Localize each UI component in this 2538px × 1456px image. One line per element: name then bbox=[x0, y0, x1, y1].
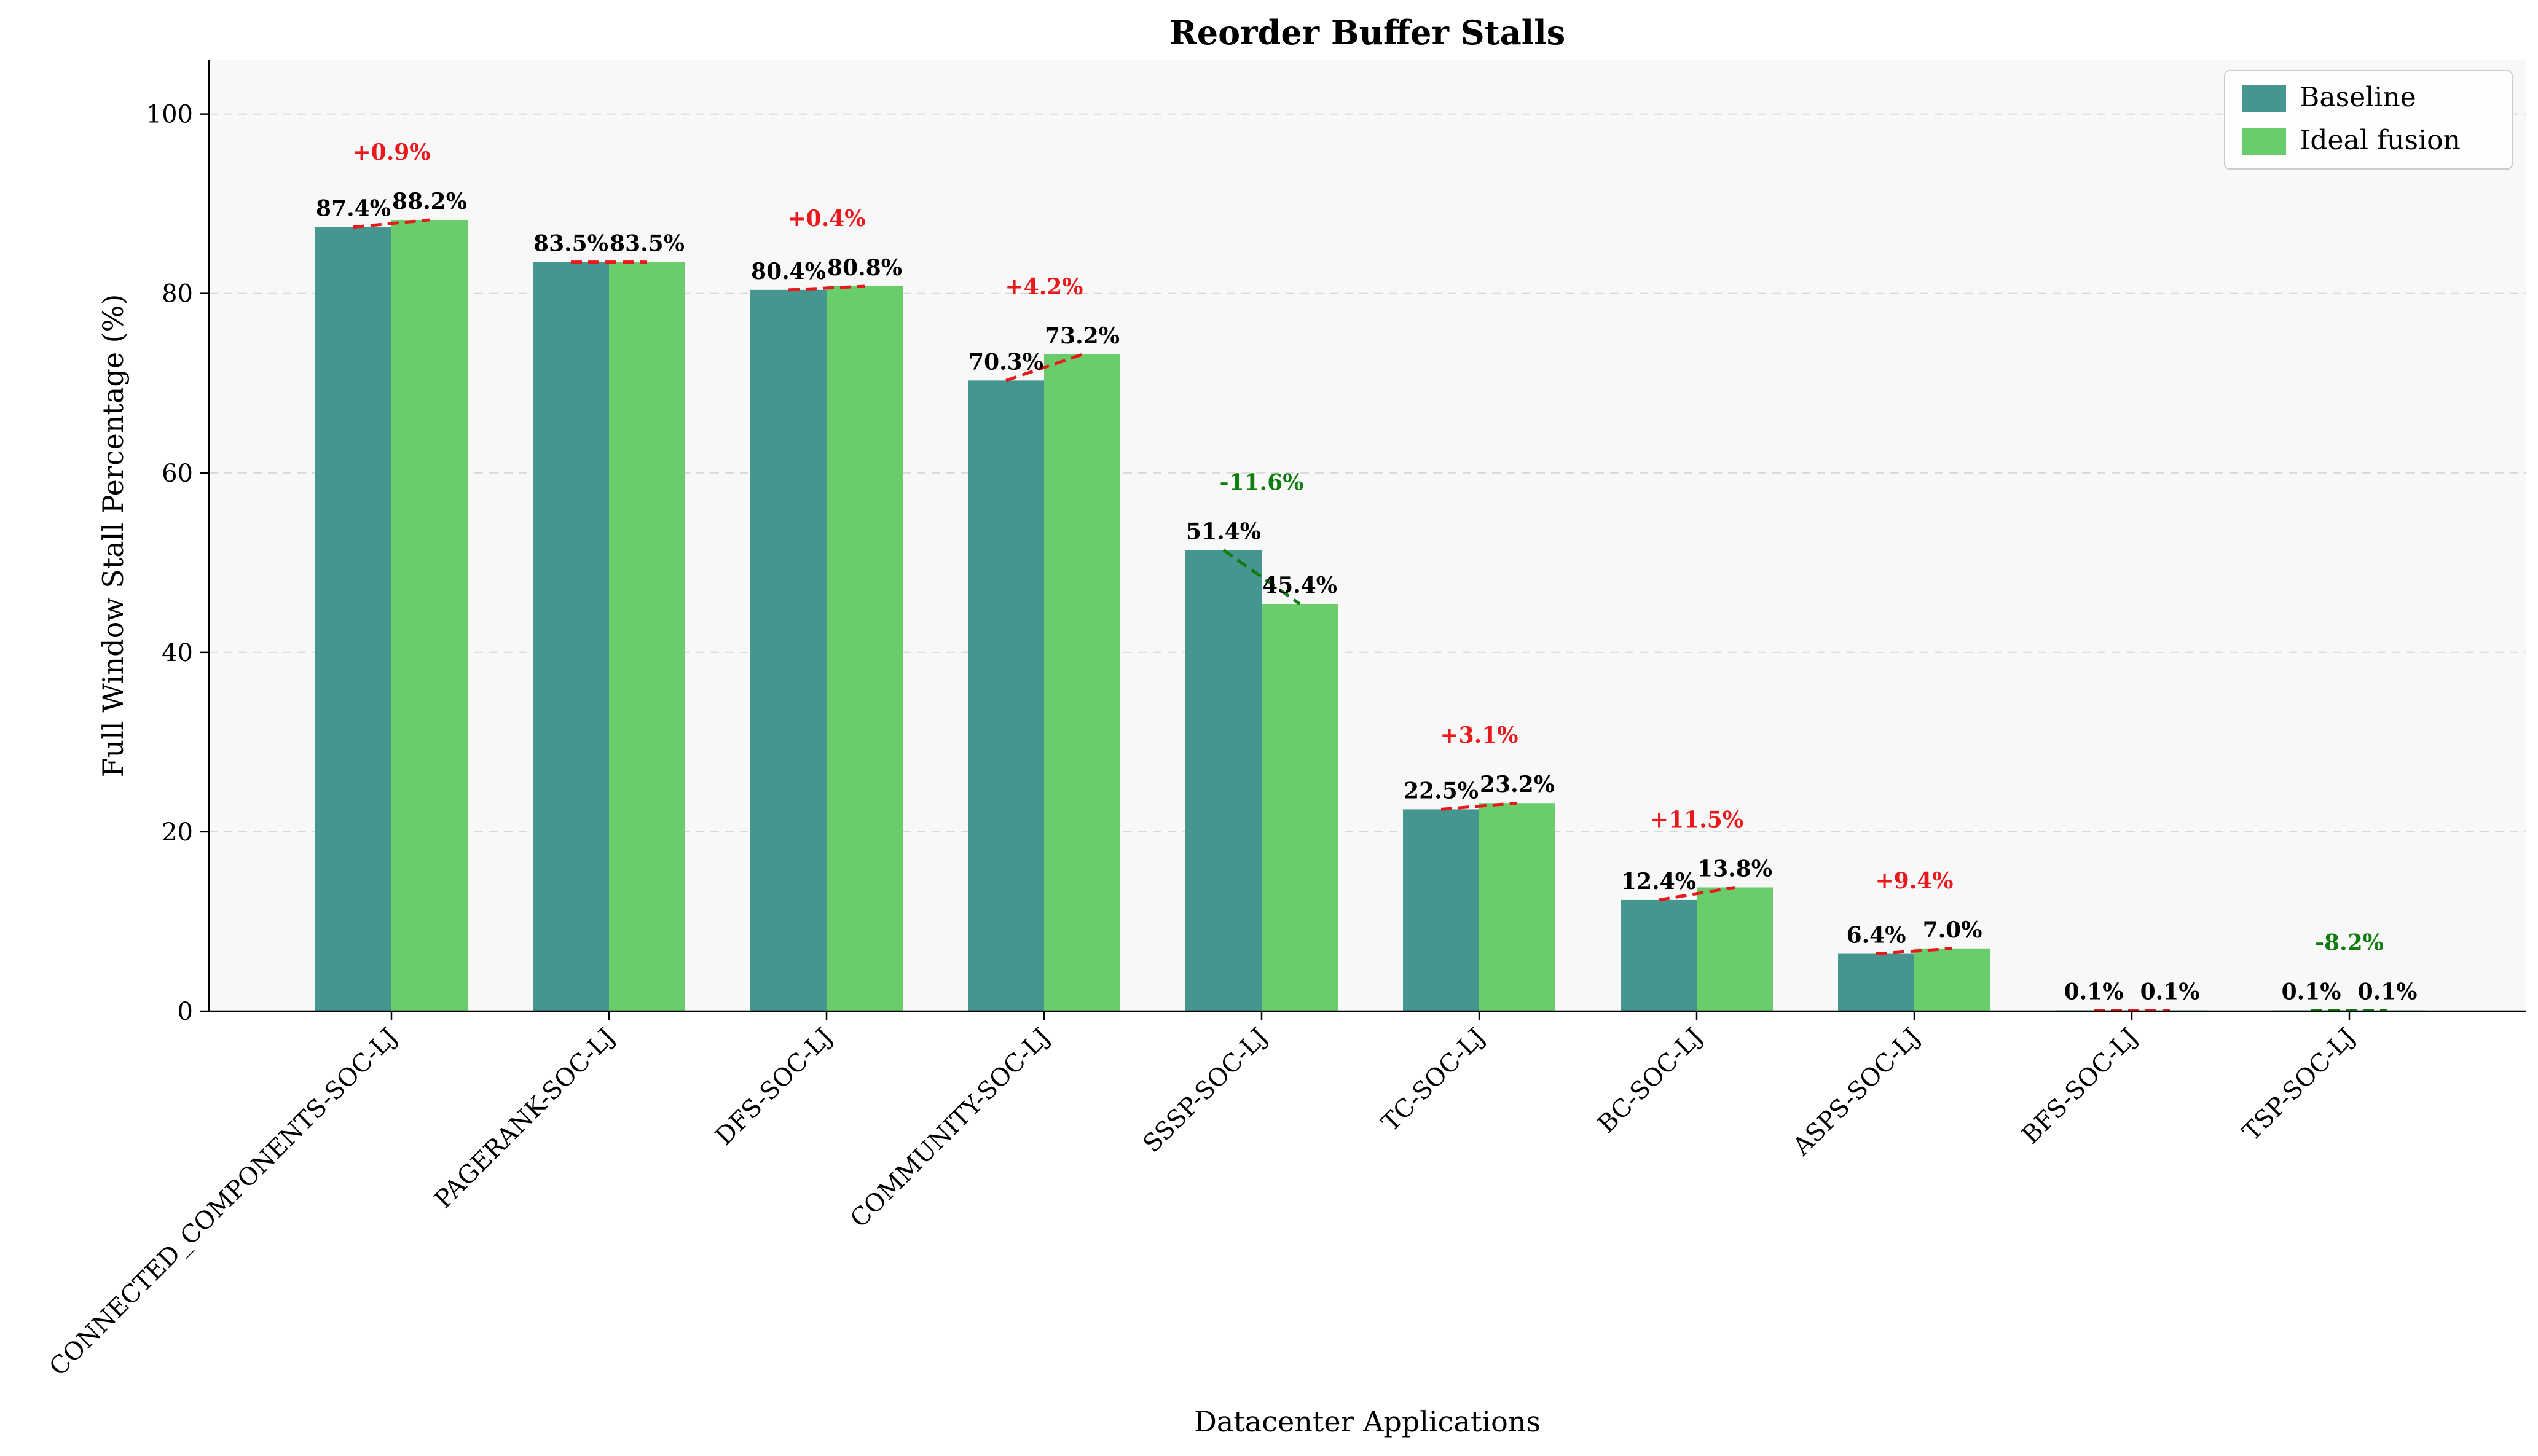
x-tick-label-0: CONNECTED_COMPONENTS-SOC-LJ bbox=[44, 1023, 403, 1382]
value-label-baseline-4: 51.4% bbox=[1186, 519, 1261, 544]
x-axis-ticks: CONNECTED_COMPONENTS-SOC-LJ PAGERANK-SOC-… bbox=[44, 1011, 2361, 1382]
value-labels: 87.4% 88.2% 83.5% 83.5% 80.4% 80.8% 70.3%73.2%… bbox=[316, 189, 2417, 1005]
bar-baseline-0 bbox=[315, 227, 391, 1012]
legend-swatch-ideal-fusion bbox=[2242, 128, 2286, 155]
x-tick-label-7: ASPS-SOC-LJ bbox=[1787, 1023, 1926, 1162]
y-tick-label-40: 40 bbox=[162, 639, 193, 667]
value-label-ideal-fusion-9: 0.1% bbox=[2358, 979, 2418, 1005]
change-label-6: +11.5% bbox=[1650, 807, 1743, 832]
x-tick-label-8: BFS-SOC-LJ bbox=[2016, 1023, 2143, 1150]
change-label-4: -11.6% bbox=[1220, 469, 1304, 495]
x-tick-label-3: COMMUNITY-SOC-LJ bbox=[845, 1023, 1056, 1234]
value-label-baseline-1: 83.5% bbox=[533, 231, 608, 257]
bar-ideal-fusion-4 bbox=[1262, 603, 1338, 1011]
value-label-ideal-fusion-1: 83.5% bbox=[610, 231, 685, 257]
connector-0 bbox=[353, 218, 430, 229]
connector-6 bbox=[1658, 886, 1735, 902]
bar-ideal-fusion-1 bbox=[609, 262, 685, 1011]
value-label-baseline-8: 0.1% bbox=[2064, 979, 2124, 1005]
change-label-9: -8.2% bbox=[2315, 930, 2384, 956]
value-label-baseline-9: 0.1% bbox=[2282, 979, 2341, 1005]
connector-5 bbox=[1440, 801, 1518, 811]
value-label-ideal-fusion-3: 73.2% bbox=[1045, 323, 1120, 349]
value-label-ideal-fusion-5: 23.2% bbox=[1480, 772, 1555, 797]
chart-title: Reorder Buffer Stalls bbox=[1169, 13, 1565, 52]
x-tick-label-9: TSP-SOC-LJ bbox=[2237, 1023, 2361, 1147]
connector-4 bbox=[1222, 549, 1301, 606]
y-axis-ticks: 0 20 40 60 80 100 bbox=[146, 101, 209, 1026]
legend-swatch-baseline bbox=[2242, 85, 2286, 112]
bar-baseline-7 bbox=[1838, 953, 1914, 1011]
bar-baseline-5 bbox=[1403, 809, 1479, 1011]
change-label-3: +4.2% bbox=[1005, 274, 1083, 300]
value-label-ideal-fusion-7: 7.0% bbox=[1923, 917, 1982, 943]
change-label-7: +9.4% bbox=[1875, 868, 1953, 894]
connector-3 bbox=[1005, 353, 1083, 382]
change-label-0: +0.9% bbox=[352, 139, 430, 165]
x-tick-label-4: SSSP-SOC-LJ bbox=[1137, 1023, 1273, 1159]
bar-baseline-6 bbox=[1621, 899, 1697, 1011]
value-label-ideal-fusion-0: 88.2% bbox=[392, 189, 467, 214]
change-labels: +0.9% +0.4% +4.2% -11.6% +3.1% +11.5% +9.4% -8.… bbox=[352, 139, 2383, 956]
change-label-5: +3.1% bbox=[1440, 722, 1518, 748]
legend-label-baseline: Baseline bbox=[2300, 82, 2416, 113]
x-tick-label-1: PAGERANK-SOC-LJ bbox=[429, 1023, 621, 1215]
value-label-ideal-fusion-2: 80.8% bbox=[827, 255, 902, 281]
bar-ideal-fusion-3 bbox=[1044, 354, 1120, 1011]
bar-baseline-1 bbox=[533, 262, 609, 1011]
bars bbox=[315, 219, 2426, 1012]
y-tick-label-100: 100 bbox=[146, 101, 193, 129]
bar-ideal-fusion-2 bbox=[827, 286, 903, 1011]
bar-ideal-fusion-6 bbox=[1697, 887, 1773, 1011]
bar-baseline-4 bbox=[1185, 550, 1262, 1011]
x-tick-label-2: DFS-SOC-LJ bbox=[710, 1023, 838, 1151]
value-label-baseline-0: 87.4% bbox=[316, 196, 391, 222]
y-tick-label-0: 0 bbox=[178, 998, 193, 1026]
change-connectors bbox=[353, 218, 2387, 1012]
x-axis-label: Datacenter Applications bbox=[1194, 1405, 1541, 1438]
bar-ideal-fusion-7 bbox=[1914, 948, 1990, 1011]
bar-ideal-fusion-0 bbox=[391, 219, 468, 1012]
legend-box bbox=[2224, 70, 2513, 170]
x-tick-label-6: BC-SOC-LJ bbox=[1592, 1023, 1708, 1139]
value-label-ideal-fusion-6: 13.8% bbox=[1697, 856, 1772, 882]
y-tick-label-60: 60 bbox=[162, 460, 193, 488]
legend-label-ideal-fusion: Ideal fusion bbox=[2300, 125, 2461, 156]
value-label-baseline-3: 70.3% bbox=[968, 349, 1043, 375]
connector-7 bbox=[1876, 947, 1953, 956]
value-label-baseline-7: 6.4% bbox=[1847, 923, 1906, 949]
y-tick-label-80: 80 bbox=[162, 280, 193, 308]
legend: Baseline Ideal fusion bbox=[2224, 70, 2513, 170]
value-label-baseline-6: 12.4% bbox=[1621, 869, 1696, 894]
bar-ideal-fusion-5 bbox=[1479, 803, 1555, 1011]
value-label-baseline-2: 80.4% bbox=[751, 259, 826, 284]
x-tick-label-5: TC-SOC-LJ bbox=[1377, 1023, 1491, 1137]
y-axis-label: Full Window Stall Percentage (%) bbox=[96, 294, 130, 778]
y-tick-label-20: 20 bbox=[162, 818, 193, 847]
value-label-ideal-fusion-4: 45.4% bbox=[1262, 573, 1337, 598]
value-label-ideal-fusion-8: 0.1% bbox=[2140, 979, 2200, 1005]
value-label-baseline-5: 22.5% bbox=[1404, 778, 1479, 804]
bar-baseline-3 bbox=[968, 380, 1044, 1011]
change-label-2: +0.4% bbox=[787, 206, 865, 232]
connector-2 bbox=[788, 284, 865, 292]
bar-baseline-2 bbox=[750, 289, 827, 1012]
